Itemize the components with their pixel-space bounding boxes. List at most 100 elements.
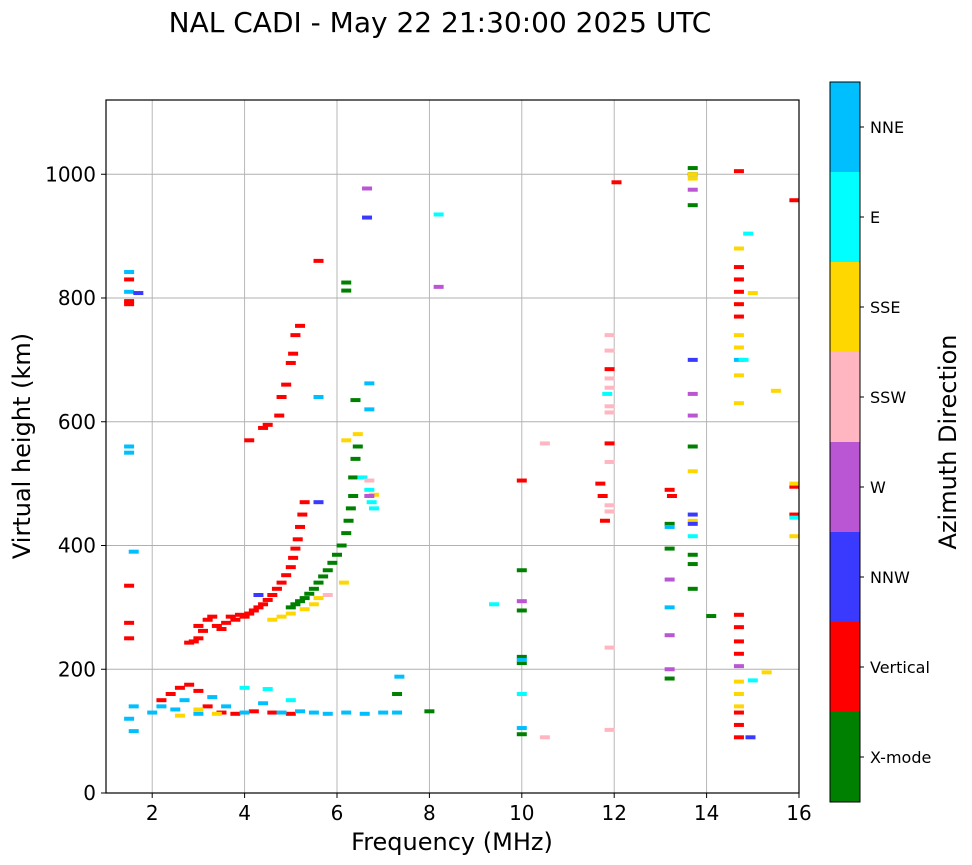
data-point (274, 413, 285, 418)
data-point (378, 710, 389, 715)
x-tick-label: 2 (146, 801, 159, 825)
colorbar-segment (830, 262, 860, 352)
series-nne (124, 270, 744, 734)
x-tick-label: 8 (423, 801, 436, 825)
data-point (285, 698, 296, 703)
data-point (308, 602, 319, 607)
data-point (516, 726, 527, 731)
data-point (733, 679, 744, 684)
data-point (239, 685, 250, 690)
data-point (124, 299, 135, 304)
data-point (193, 707, 204, 712)
data-point (299, 500, 310, 505)
data-point (343, 518, 354, 523)
data-point (308, 586, 319, 591)
data-point (604, 441, 615, 446)
data-point (687, 518, 698, 523)
data-point (271, 586, 282, 591)
data-point (341, 710, 352, 715)
data-point (516, 661, 527, 666)
data-point (433, 212, 444, 217)
data-point (664, 676, 675, 681)
data-point (313, 500, 324, 505)
data-point (733, 625, 744, 630)
data-point (664, 667, 675, 672)
y-axis: 0 200 400 600 800 1000 (45, 162, 106, 805)
data-point (124, 636, 135, 641)
data-point (687, 357, 698, 362)
data-points (124, 166, 800, 740)
data-point (604, 367, 615, 372)
data-point (313, 580, 324, 585)
data-point (368, 506, 379, 511)
data-point (604, 376, 615, 381)
data-point (211, 623, 222, 628)
data-point (281, 573, 292, 578)
data-point (184, 682, 195, 687)
data-point (687, 172, 698, 177)
data-point (290, 333, 301, 338)
data-point (345, 506, 356, 511)
data-point (267, 710, 278, 715)
data-point (687, 391, 698, 396)
data-point (128, 549, 139, 554)
data-point (733, 265, 744, 270)
series-sse (174, 172, 800, 718)
series-w (362, 186, 744, 672)
data-point (221, 620, 232, 625)
data-point (747, 678, 758, 683)
data-point (664, 521, 675, 526)
series-nnw (133, 215, 756, 740)
data-point (362, 215, 373, 220)
data-point (313, 258, 324, 263)
data-point (352, 444, 363, 449)
data-point (392, 692, 403, 696)
data-point (733, 314, 744, 319)
data-point (350, 456, 361, 461)
chart-title: NAL CADI - May 22 21:30:00 2025 UTC (169, 6, 712, 39)
x-tick-label: 12 (601, 801, 626, 825)
data-point (516, 692, 527, 696)
data-point (604, 509, 615, 514)
data-point (124, 716, 135, 721)
data-point (297, 512, 308, 517)
data-point (262, 597, 273, 602)
colorbar-segment (830, 172, 860, 262)
data-point (285, 711, 296, 716)
data-point (288, 351, 299, 356)
data-point (604, 385, 615, 390)
data-point (604, 503, 615, 508)
data-point (362, 186, 373, 191)
data-point (285, 611, 296, 616)
y-tick-label: 400 (58, 534, 96, 558)
data-point (738, 357, 749, 362)
series-vertical (124, 169, 800, 740)
data-point (285, 565, 296, 570)
data-point (687, 166, 698, 171)
data-point (290, 546, 301, 551)
data-point (124, 583, 135, 588)
data-point (290, 602, 301, 607)
data-point (733, 246, 744, 251)
data-point (611, 180, 622, 185)
data-point (747, 291, 758, 296)
data-point (604, 348, 615, 353)
data-point (394, 674, 405, 679)
data-point (392, 710, 403, 715)
x-tick-label: 10 (509, 801, 534, 825)
data-point (733, 664, 744, 669)
data-point (128, 704, 139, 709)
data-point (687, 552, 698, 557)
data-point (253, 605, 264, 610)
data-point (733, 704, 744, 709)
data-point (733, 401, 744, 406)
series-e (239, 212, 800, 703)
data-point (687, 562, 698, 567)
data-point (733, 735, 744, 740)
data-point (239, 710, 250, 715)
data-point (604, 333, 615, 338)
data-point (364, 478, 375, 483)
plot-frame (105, 99, 800, 794)
data-point (308, 710, 319, 715)
